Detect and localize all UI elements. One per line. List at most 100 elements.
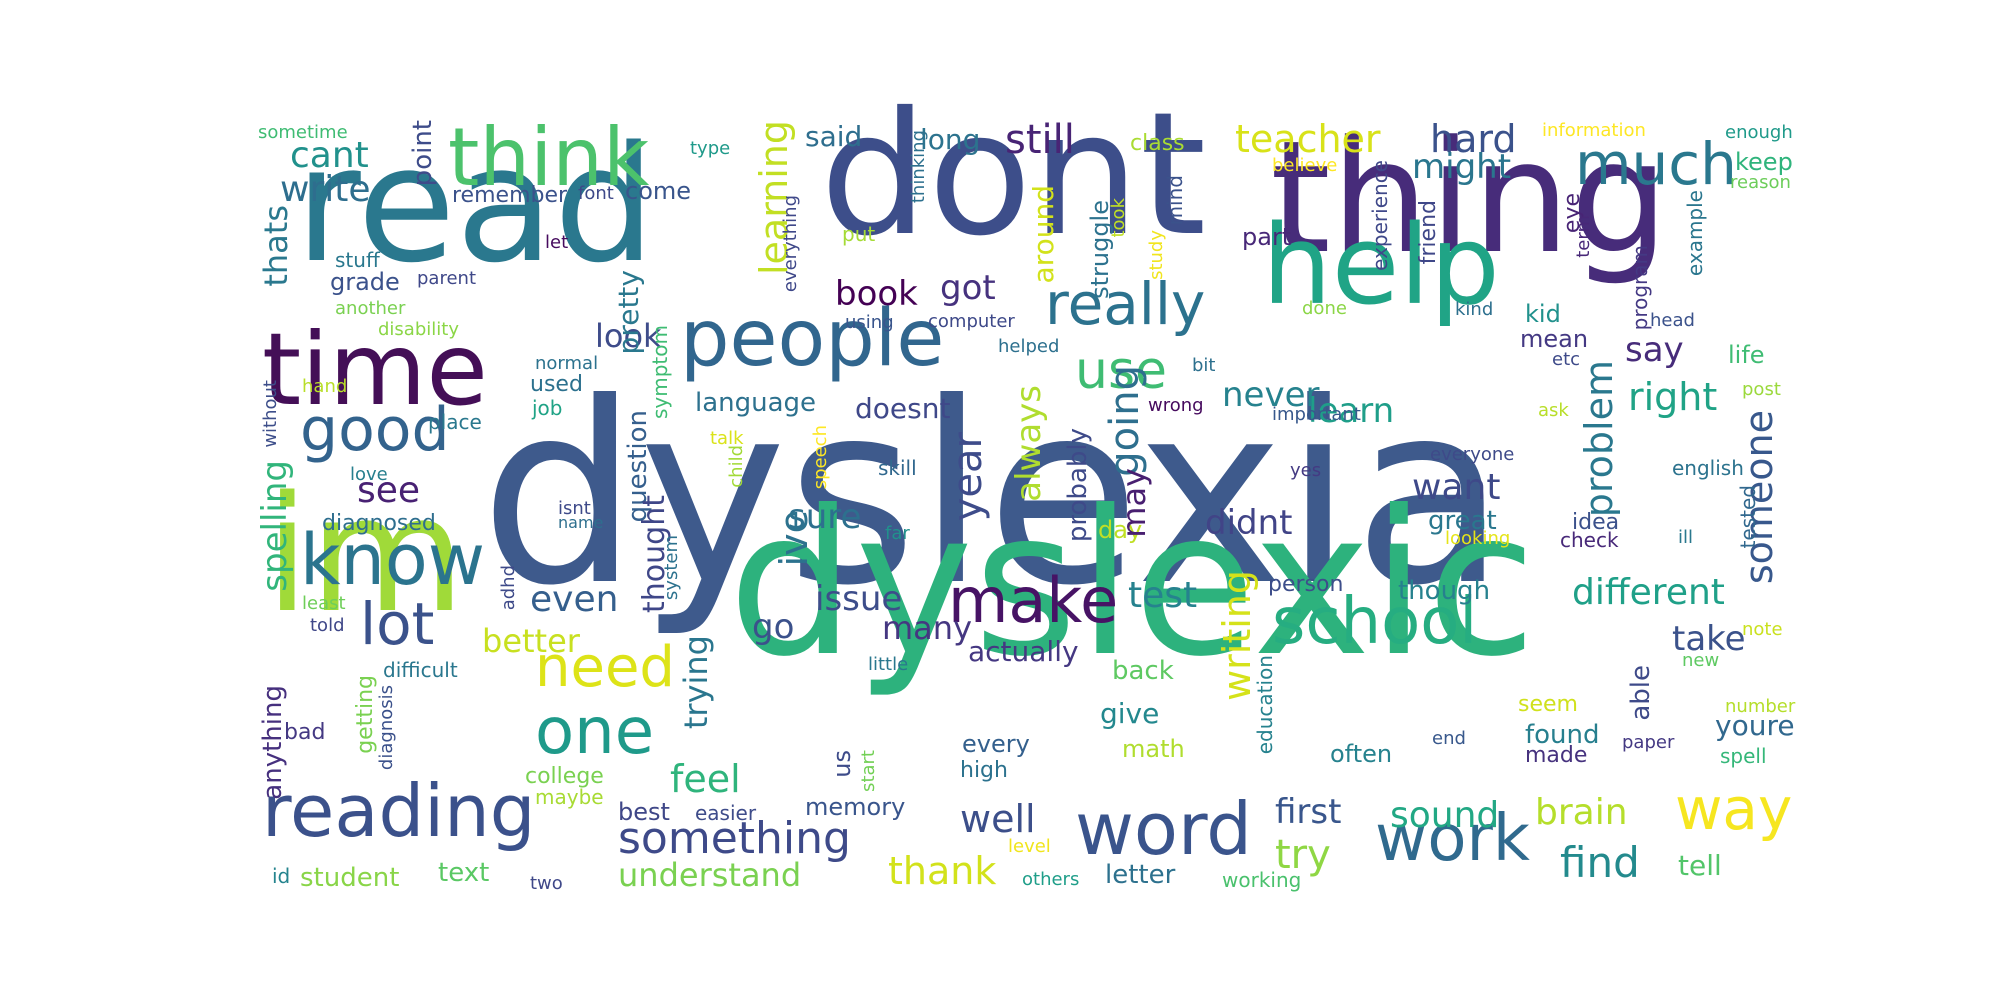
word-looking: looking xyxy=(1445,528,1511,549)
word-everyone: everyone xyxy=(1430,444,1515,465)
word-number: number xyxy=(1725,696,1796,717)
word-done: done xyxy=(1302,298,1347,319)
word-though: though xyxy=(1398,576,1491,606)
word-speech: speech xyxy=(810,425,831,490)
word-doesnt: doesnt xyxy=(855,392,951,425)
word-symptom: symptom xyxy=(648,325,672,419)
word-said: said xyxy=(805,120,863,153)
word-type: type xyxy=(690,138,731,159)
word-im: im xyxy=(265,461,466,648)
word-far: far xyxy=(885,523,910,544)
word-term: term xyxy=(1573,215,1594,258)
word-around: around xyxy=(1027,185,1060,284)
word-learn: learn xyxy=(1308,391,1395,431)
word-word: word xyxy=(1075,787,1252,871)
word-write: write xyxy=(280,169,371,210)
word-year: year xyxy=(945,432,991,522)
word-id: id xyxy=(272,864,291,888)
word-work: work xyxy=(1375,802,1530,876)
word-person: person xyxy=(1268,572,1344,597)
word-paper: paper xyxy=(1622,732,1675,753)
word-text: text xyxy=(438,858,490,888)
word-thats: thats xyxy=(257,205,295,287)
word-great: great xyxy=(1428,506,1497,536)
word-bit: bit xyxy=(1192,355,1216,376)
word-got: got xyxy=(940,268,996,308)
word-isnt: isnt xyxy=(558,498,591,519)
word-maybe: maybe xyxy=(535,785,604,809)
word-one: one xyxy=(535,695,655,769)
word-idea: idea xyxy=(1572,510,1620,535)
word-take: take xyxy=(1672,619,1746,659)
word-wrong: wrong xyxy=(1148,395,1204,416)
word-back: back xyxy=(1112,656,1174,686)
word-didnt: didnt xyxy=(1205,503,1293,543)
word-seem: seem xyxy=(1518,692,1578,717)
word-memory: memory xyxy=(805,793,906,821)
word-reason: reason xyxy=(1730,172,1791,193)
word-first: first xyxy=(1275,792,1342,832)
word-may: may xyxy=(1115,468,1153,538)
word-experience: experience xyxy=(1368,160,1392,271)
word-use: use xyxy=(1075,341,1168,401)
word-reading: reading xyxy=(262,769,536,853)
word-good: good xyxy=(300,395,450,465)
word-thinking: thinking xyxy=(908,130,929,204)
word-probably: probably xyxy=(1063,428,1093,543)
word-enough: enough xyxy=(1725,122,1793,143)
word-cant: cant xyxy=(290,135,369,176)
word-thank: thank xyxy=(888,849,997,893)
word-adhd: adhd xyxy=(498,565,519,611)
word-english: english xyxy=(1672,456,1744,480)
word-see: see xyxy=(357,470,421,511)
word-know: know xyxy=(300,519,485,601)
word-study: study xyxy=(1146,230,1167,280)
word-difficult: difficult xyxy=(383,658,458,682)
word-never: never xyxy=(1222,375,1320,415)
word-kid: kid xyxy=(1525,300,1561,328)
word-us: us xyxy=(828,750,856,778)
word-ive: ive xyxy=(772,510,816,567)
word-people: people xyxy=(680,294,945,384)
word-understand: understand xyxy=(618,856,802,894)
word-say: say xyxy=(1625,330,1684,370)
word-issue: issue xyxy=(815,579,903,619)
word-actually: actually xyxy=(968,635,1079,668)
word-dont: dont xyxy=(820,76,1207,274)
word-keep: keep xyxy=(1735,148,1793,176)
word-grade: grade xyxy=(330,268,400,296)
word-believe: believe xyxy=(1272,155,1338,176)
word-education: education xyxy=(1253,655,1277,755)
word-try: try xyxy=(1275,832,1331,878)
word-etc: etc xyxy=(1552,349,1581,370)
word-parent: parent xyxy=(417,268,477,289)
word-head: head xyxy=(1650,310,1695,331)
word-thing: thing xyxy=(1270,107,1669,288)
word-even: even xyxy=(530,579,619,620)
word-easier: easier xyxy=(695,801,757,825)
word-trying: trying xyxy=(677,635,715,730)
word-lot: lot xyxy=(360,590,435,658)
word-little: little xyxy=(868,654,909,675)
word-youre: youre xyxy=(1715,709,1795,742)
word-right: right xyxy=(1628,375,1718,419)
word-tested: tested xyxy=(1736,485,1760,549)
word-college: college xyxy=(525,764,604,789)
word-time: time xyxy=(262,311,488,428)
word-language: language xyxy=(695,388,817,418)
word-way: way xyxy=(1675,775,1793,843)
word-job: job xyxy=(532,396,563,420)
word-system: system xyxy=(661,535,682,601)
word-going: going xyxy=(1102,365,1148,477)
word-long: long xyxy=(920,123,981,156)
word-help: help xyxy=(1262,201,1500,329)
word-computer: computer xyxy=(928,311,1015,332)
word-make: make xyxy=(948,564,1119,637)
word-writing: writing xyxy=(1215,570,1259,701)
word-check: check xyxy=(1560,528,1619,552)
word-another: another xyxy=(335,298,406,319)
word-able: able xyxy=(1626,665,1656,721)
word-high: high xyxy=(960,758,1008,783)
word-love: love xyxy=(350,464,388,485)
word-name: name xyxy=(558,513,604,532)
